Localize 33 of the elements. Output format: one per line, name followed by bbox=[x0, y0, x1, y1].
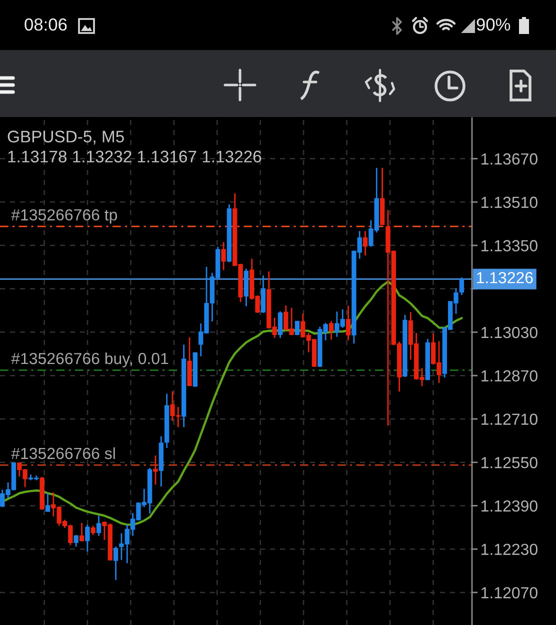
candlestick bbox=[459, 276, 464, 296]
candlestick bbox=[362, 230, 368, 256]
candlestick bbox=[278, 310, 283, 339]
ref-line-label: #135266766 buy, 0.01 bbox=[11, 352, 168, 368]
text: 08:06 bbox=[24, 18, 67, 31]
candlestick bbox=[90, 525, 96, 536]
candlestick bbox=[96, 515, 102, 536]
y-tick-label: 1.13350 bbox=[482, 240, 538, 252]
candlestick bbox=[79, 522, 84, 542]
y-tick-label: 1.12550 bbox=[482, 456, 538, 468]
text: 1.13178 1.13232 1.13167 1.13226 bbox=[8, 150, 262, 162]
y-tick-label: 1.13510 bbox=[482, 196, 538, 208]
y-tick-label: 1.12710 bbox=[482, 414, 538, 425]
candlestick bbox=[113, 546, 118, 581]
candlestick bbox=[346, 304, 351, 342]
y-tick-label: 1.12070 bbox=[482, 587, 538, 598]
y-tick-label: 1.12870 bbox=[482, 370, 538, 382]
candlestick bbox=[45, 492, 50, 512]
candlestick bbox=[153, 454, 158, 486]
ref-line-label: #135266766 sl bbox=[11, 447, 115, 460]
text: 90% bbox=[476, 18, 510, 31]
candlestick bbox=[74, 534, 78, 548]
y-tick-label: 1.13030 bbox=[482, 326, 538, 338]
text: GBPUSD-5, M5 bbox=[8, 130, 124, 144]
y-tick-label: 1.13670 bbox=[482, 153, 538, 165]
ref-line-label: #135266766 tp bbox=[11, 209, 118, 224]
candlestick bbox=[221, 241, 226, 271]
y-tick-label: 1.12230 bbox=[482, 544, 538, 556]
candlestick bbox=[328, 320, 334, 340]
candlestick bbox=[260, 274, 266, 314]
candlestick bbox=[294, 320, 300, 336]
ref-line-label: 1.13226 bbox=[476, 272, 533, 284]
y-tick-label: 1.12390 bbox=[482, 500, 538, 512]
